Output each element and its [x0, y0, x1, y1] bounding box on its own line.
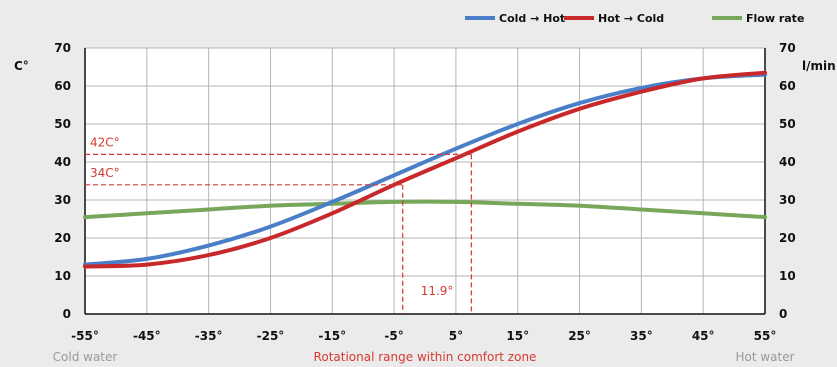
y-tick-label: 30: [54, 193, 71, 207]
x-tick-label: -5°: [384, 329, 403, 343]
annotation-span-label: 11.9°: [421, 284, 454, 298]
y-tick-label: 10: [54, 269, 71, 283]
footer-right-label: Hot water: [735, 350, 794, 364]
x-tick-label: -35°: [195, 329, 223, 343]
legend-label-cold-hot: Cold → Hot: [499, 12, 565, 25]
x-tick-label: -15°: [318, 329, 346, 343]
y2-tick-label: 70: [779, 41, 796, 55]
series-line-flow-rate: [83, 199, 767, 220]
y2-tick-label: 30: [779, 193, 796, 207]
y2-tick-label: 10: [779, 269, 796, 283]
y-tick-label: 20: [54, 231, 71, 245]
x-tick-label: -45°: [133, 329, 161, 343]
x-tick-label: 25°: [568, 329, 591, 343]
legend-label-hot-cold: Hot → Cold: [598, 12, 664, 25]
y-tick-label: 70: [54, 41, 71, 55]
annotation-label: 42C°: [90, 135, 120, 149]
y2-axis-label: l/min: [802, 59, 836, 73]
x-tick-label: 35°: [630, 329, 653, 343]
x-tick-label: -55°: [71, 329, 99, 343]
x-tick-label: 45°: [692, 329, 715, 343]
y2-tick-label: 50: [779, 117, 796, 131]
y2-tick-label: 40: [779, 155, 796, 169]
x-tick-label: 15°: [506, 329, 529, 343]
y-tick-label: 0: [63, 307, 71, 321]
y-axis-label: C°: [14, 59, 29, 73]
footer-left-label: Cold water: [53, 350, 118, 364]
y2-tick-label: 60: [779, 79, 796, 93]
plot-area: [85, 48, 765, 314]
x-tick-label: 5°: [449, 329, 463, 343]
y2-tick-label: 20: [779, 231, 796, 245]
legend-label-flow-rate: Flow rate: [746, 12, 804, 25]
x-tick-label: -25°: [257, 329, 285, 343]
y-tick-label: 60: [54, 79, 71, 93]
x-tick-label: 55°: [754, 329, 777, 343]
series-line-cold-hot: [83, 72, 767, 267]
annotation-label: 34C°: [90, 166, 120, 180]
y2-tick-label: 0: [779, 307, 787, 321]
series-line-hot-cold: [83, 70, 767, 269]
y-tick-label: 50: [54, 117, 71, 131]
y-tick-label: 40: [54, 155, 71, 169]
footer-center-label: Rotational range within comfort zone: [314, 350, 537, 364]
